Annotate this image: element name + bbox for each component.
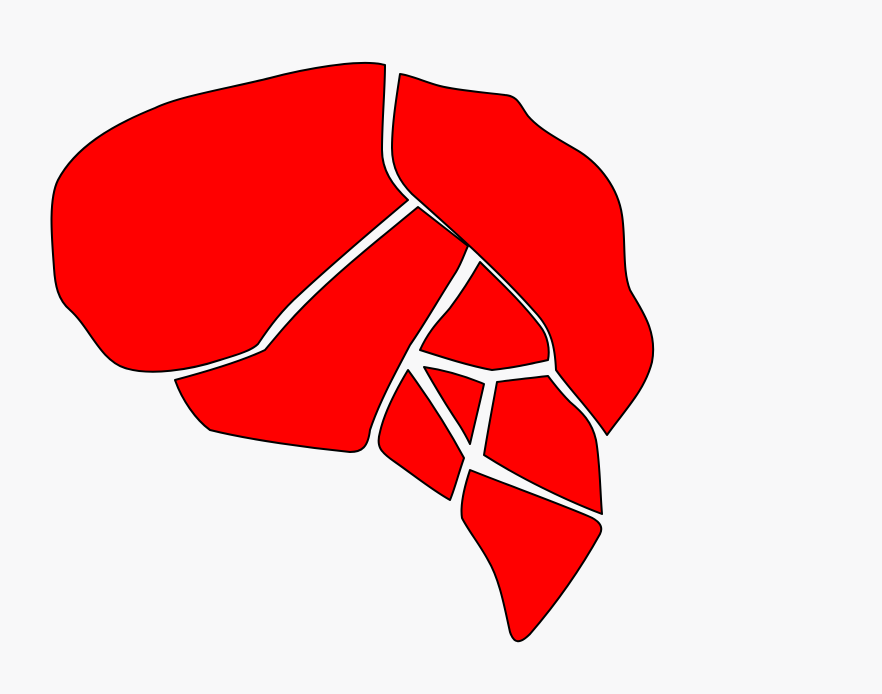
- region-top-left: [50, 61, 409, 373]
- region-inner-small: [423, 366, 485, 445]
- region-lower-left: [377, 369, 465, 501]
- region-bottom: [460, 469, 603, 643]
- region-lower-right: [483, 375, 603, 515]
- region-center: [419, 261, 550, 371]
- region-middle-left: [174, 206, 469, 453]
- region-top-right: [391, 73, 655, 436]
